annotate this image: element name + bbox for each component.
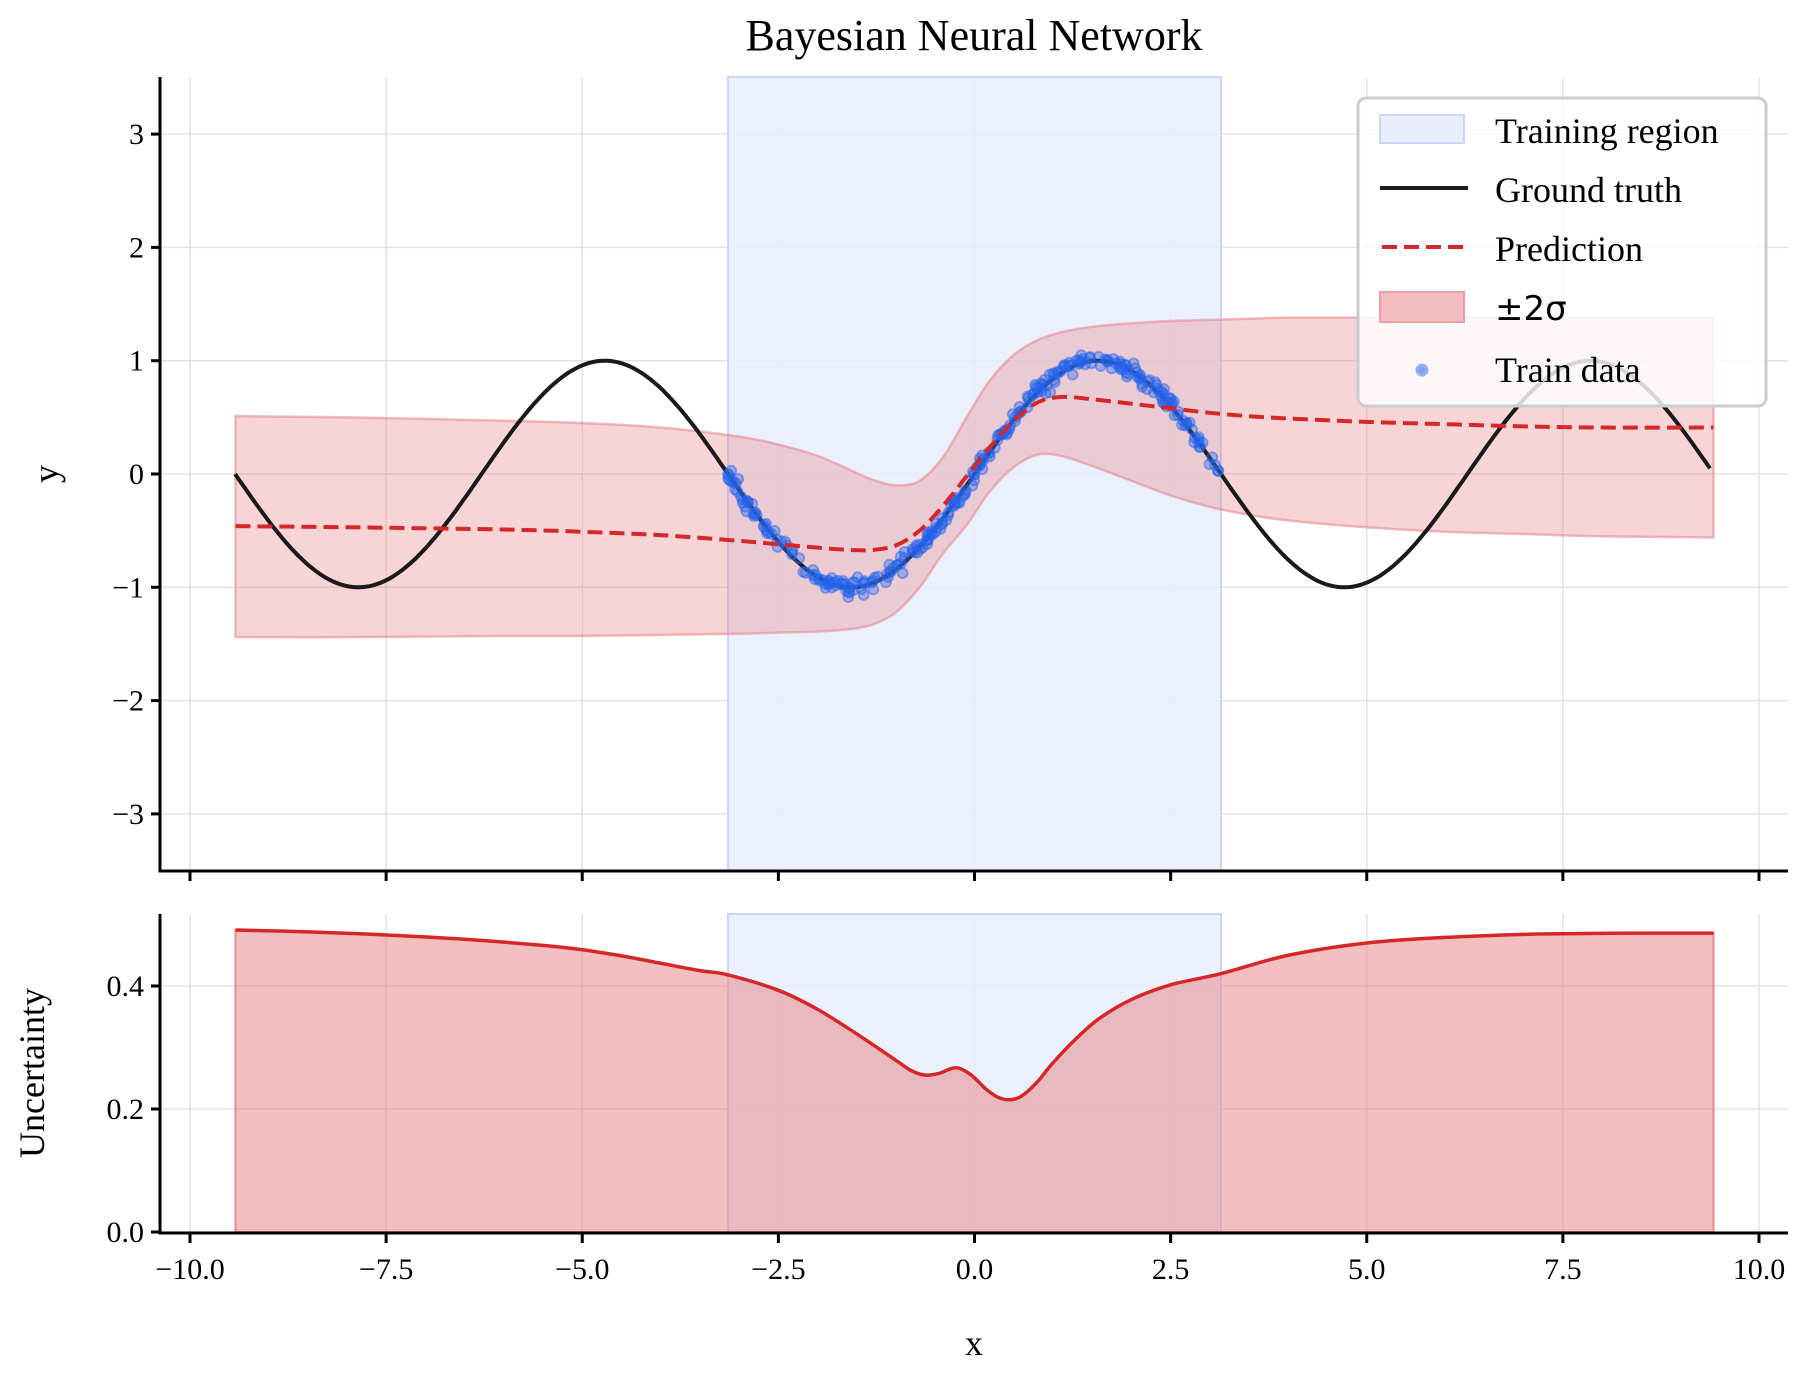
train-data-point: [1105, 362, 1118, 375]
train-data-points: [722, 349, 1225, 603]
y-tick-label: −2: [112, 685, 144, 718]
x-tick-label: 7.5: [1544, 1253, 1582, 1286]
uncertainty-panel: 0.0 0.2 0.4 −10.0 −7.5 −5.0 −2.5 0.0 2.5 5.0 7.5 10…: [12, 913, 1788, 1363]
legend-label: Train data: [1495, 350, 1641, 390]
train-data-point: [880, 576, 892, 589]
band-swatch-icon: [1379, 291, 1465, 323]
train-data-point: [1134, 373, 1146, 385]
axes: 0.0 0.2 0.4 −10.0 −7.5 −5.0 −2.5 0.0 2.5 5.0 7.5 10…: [107, 914, 1788, 1286]
y-tick-label: 0.0: [107, 1216, 145, 1249]
train-data-point: [857, 589, 870, 601]
train-data-point: [1179, 419, 1192, 432]
legend-label: Ground truth: [1495, 170, 1682, 210]
legend-label: ±2σ: [1495, 289, 1567, 329]
train-data-point: [748, 510, 760, 522]
x-tick-label: −5.0: [555, 1253, 609, 1286]
x-axis-label: x: [965, 1323, 983, 1363]
train-data-point: [896, 567, 909, 579]
train-data-point: [1075, 349, 1088, 362]
train-data-point: [908, 546, 921, 559]
legend-item-training-region: Training region: [1379, 111, 1719, 151]
y-axis-label: Uncertainty: [12, 988, 52, 1158]
y-tick-label: 2: [129, 231, 144, 264]
train-data-point: [1194, 441, 1207, 453]
y-tick-label: 0: [129, 458, 144, 491]
scatter-marker-icon: [1415, 363, 1429, 377]
train-data-point: [867, 583, 880, 596]
x-tick-label: 5.0: [1348, 1253, 1386, 1286]
legend-item-train-data: Train data: [1415, 350, 1641, 390]
train-data-point: [1158, 388, 1171, 401]
train-data-point: [722, 472, 735, 485]
train-data-point: [821, 578, 834, 590]
y-tick-label: −3: [112, 798, 144, 831]
x-tick-label: −7.5: [359, 1253, 413, 1286]
train-data-point: [1044, 386, 1057, 399]
legend-label: Training region: [1495, 111, 1719, 151]
x-tick-label: −10.0: [155, 1253, 224, 1286]
legend-label: Prediction: [1495, 229, 1643, 269]
x-tick-label: 0.0: [956, 1253, 994, 1286]
train-data-point: [1122, 367, 1135, 380]
train-data-point: [1141, 383, 1153, 396]
y-tick-label: 0.4: [107, 970, 145, 1003]
train-data-point: [1063, 359, 1075, 372]
train-data-point: [851, 571, 864, 584]
prediction-line: [235, 394, 1714, 553]
uncertainty-curve: [235, 928, 1714, 1102]
training-region-swatch-icon: [1379, 114, 1465, 144]
train-data-point: [812, 573, 825, 585]
legend-item-ground-truth: Ground truth: [1380, 170, 1682, 210]
y-tick-label: 3: [129, 118, 144, 151]
train-data-point: [742, 496, 755, 509]
train-data-point: [1036, 378, 1049, 391]
prediction-panel: −3 −2 −1 0 1 2 3 y Training region Ground trut…: [26, 76, 1788, 881]
legend: Training region Ground truth Prediction …: [1356, 96, 1768, 408]
y-tick-label: 0.2: [107, 1093, 145, 1126]
train-data-point: [867, 574, 880, 587]
train-data-point: [960, 484, 972, 497]
train-data-point: [1052, 366, 1065, 379]
legend-item-prediction: Prediction: [1382, 229, 1643, 269]
legend-item-sigma-band: ±2σ: [1379, 289, 1567, 329]
uncertainty-area: [234, 928, 1715, 1233]
train-data-point: [797, 566, 810, 578]
train-data-point: [1150, 378, 1163, 391]
y-tick-label: −1: [112, 571, 144, 604]
x-tick-label: −2.5: [751, 1253, 805, 1286]
train-data-point: [1094, 360, 1107, 373]
train-data-point: [884, 565, 896, 578]
train-data-point: [920, 534, 933, 547]
x-tick-label: 2.5: [1152, 1253, 1190, 1286]
train-data-point: [1203, 458, 1216, 471]
legend-frame: [1356, 96, 1768, 408]
x-tick-label: 10.0: [1733, 1253, 1786, 1286]
y-axis-label: y: [26, 465, 66, 483]
train-data-point: [761, 527, 774, 540]
chart-title: Bayesian Neural Network: [746, 11, 1203, 60]
train-data-point: [842, 586, 855, 598]
train-data-point: [1131, 366, 1143, 379]
prediction-curve: [235, 394, 1714, 553]
train-data-point: [936, 512, 949, 524]
axes: −3 −2 −1 0 1 2 3: [112, 77, 1788, 881]
y-tick-label: 1: [129, 345, 144, 378]
